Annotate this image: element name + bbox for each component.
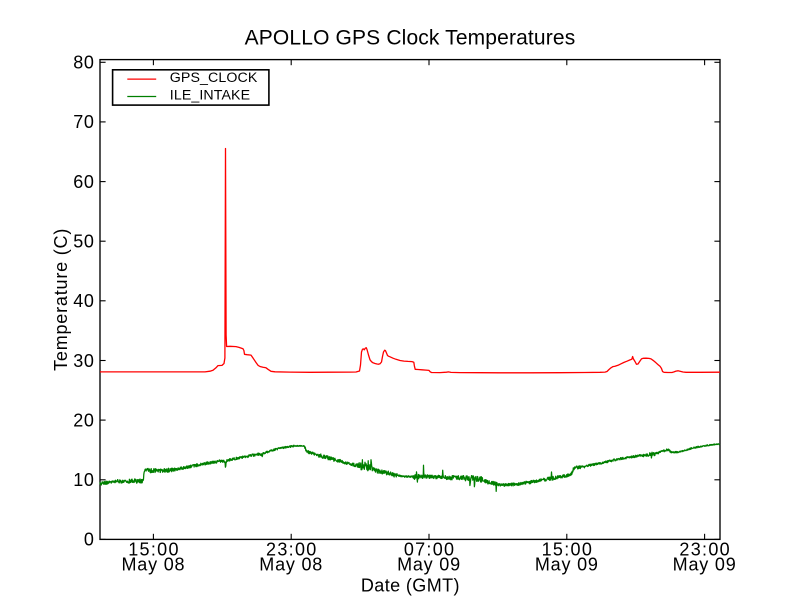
svg-text:23:00: 23:00 — [679, 540, 731, 560]
svg-text:May 09: May 09 — [673, 554, 737, 574]
svg-text:50: 50 — [73, 232, 94, 252]
svg-text:APOLLO GPS Clock Temperatures: APOLLO GPS Clock Temperatures — [245, 26, 576, 49]
svg-text:07:00: 07:00 — [404, 540, 456, 560]
svg-text:May 09: May 09 — [397, 554, 461, 574]
svg-text:GPS_CLOCK: GPS_CLOCK — [170, 70, 258, 86]
svg-text:10: 10 — [73, 470, 94, 490]
svg-text:70: 70 — [73, 112, 94, 132]
svg-text:0: 0 — [84, 530, 95, 550]
svg-text:23:00: 23:00 — [266, 540, 318, 560]
svg-text:20: 20 — [73, 410, 94, 430]
svg-text:60: 60 — [73, 172, 94, 192]
svg-text:Date (GMT): Date (GMT) — [361, 576, 460, 596]
svg-text:May 09: May 09 — [535, 554, 599, 574]
svg-text:May 08: May 08 — [259, 554, 323, 574]
svg-text:Temperature (C): Temperature (C) — [51, 228, 71, 371]
svg-text:30: 30 — [73, 351, 94, 371]
svg-text:15:00: 15:00 — [128, 540, 180, 560]
svg-text:40: 40 — [73, 291, 94, 311]
svg-text:15:00: 15:00 — [542, 540, 594, 560]
svg-text:ILE_INTAKE: ILE_INTAKE — [170, 87, 250, 103]
svg-text:80: 80 — [73, 53, 94, 73]
svg-text:May 08: May 08 — [121, 554, 185, 574]
